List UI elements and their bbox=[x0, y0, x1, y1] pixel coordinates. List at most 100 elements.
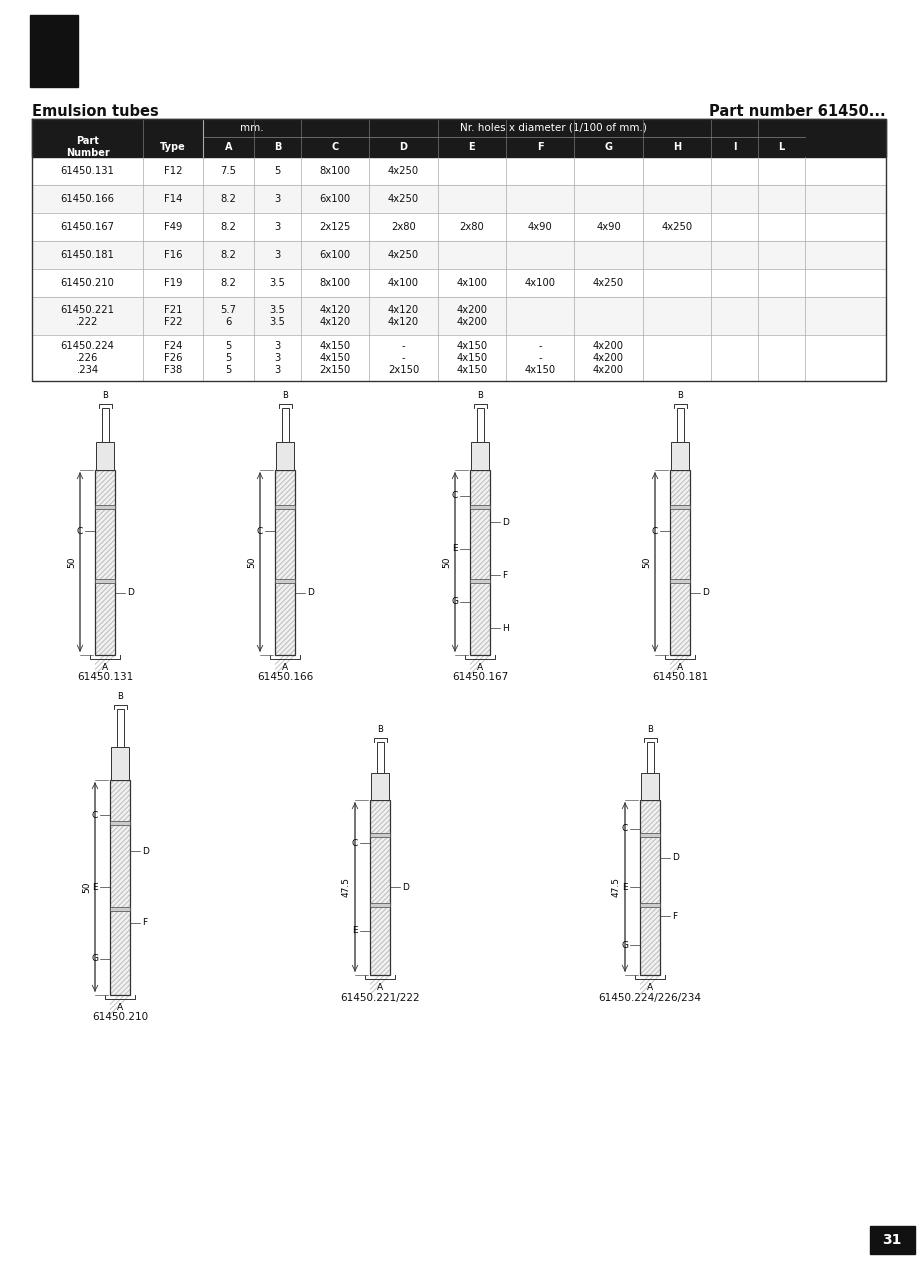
Bar bbox=[110, 820, 130, 824]
Text: 8x100: 8x100 bbox=[319, 278, 351, 288]
Text: F24
F26
F38: F24 F26 F38 bbox=[163, 342, 182, 375]
Text: 61450.166: 61450.166 bbox=[257, 673, 313, 683]
Text: D: D bbox=[702, 588, 709, 597]
Text: A: A bbox=[102, 664, 108, 673]
Bar bbox=[470, 505, 490, 509]
Text: D: D bbox=[307, 588, 314, 597]
Bar bbox=[276, 442, 294, 469]
Text: 5.7
6: 5.7 6 bbox=[220, 305, 237, 327]
Bar bbox=[32, 297, 886, 334]
Text: D: D bbox=[672, 853, 679, 862]
Bar bbox=[370, 902, 390, 906]
Text: L: L bbox=[778, 143, 785, 151]
Bar bbox=[275, 469, 295, 655]
Text: B: B bbox=[677, 391, 683, 400]
Bar bbox=[677, 409, 684, 442]
Bar bbox=[110, 906, 130, 910]
Bar bbox=[275, 469, 295, 655]
Text: 61450.131: 61450.131 bbox=[61, 167, 115, 175]
Bar bbox=[471, 442, 489, 469]
Text: D: D bbox=[127, 588, 134, 597]
Bar bbox=[640, 902, 660, 906]
Bar bbox=[476, 409, 484, 442]
Text: 4x100: 4x100 bbox=[388, 278, 419, 288]
Text: Part
Number: Part Number bbox=[65, 136, 109, 158]
Text: 47.5: 47.5 bbox=[612, 877, 621, 897]
Text: 8x100: 8x100 bbox=[319, 167, 351, 175]
Bar bbox=[670, 469, 690, 655]
Text: G: G bbox=[621, 941, 628, 950]
Text: E: E bbox=[453, 544, 458, 553]
Bar bbox=[95, 469, 115, 655]
Bar bbox=[30, 15, 78, 87]
Bar bbox=[95, 578, 115, 583]
Text: 3: 3 bbox=[274, 250, 281, 260]
Text: -
-
2x150: - - 2x150 bbox=[388, 342, 420, 375]
Text: Nr. holes x diameter (1/100 of mm.): Nr. holes x diameter (1/100 of mm.) bbox=[460, 122, 646, 133]
Text: 61450.181: 61450.181 bbox=[652, 673, 708, 683]
Text: 61450.224
.226
.234: 61450.224 .226 .234 bbox=[61, 342, 115, 375]
Text: A: A bbox=[477, 664, 483, 673]
Text: 8.2: 8.2 bbox=[220, 250, 236, 260]
Bar bbox=[32, 269, 886, 297]
Text: B: B bbox=[647, 724, 653, 733]
Text: C: C bbox=[452, 491, 458, 501]
Text: 5: 5 bbox=[274, 167, 281, 175]
Text: 5
5
5: 5 5 5 bbox=[225, 342, 231, 375]
Text: E: E bbox=[468, 143, 476, 151]
Text: E: E bbox=[353, 926, 358, 935]
Text: 4x100: 4x100 bbox=[524, 278, 555, 288]
Text: C: C bbox=[257, 526, 263, 535]
Text: 47.5: 47.5 bbox=[342, 877, 351, 897]
Bar bbox=[640, 833, 660, 837]
Bar bbox=[111, 747, 129, 780]
Text: 4x200
4x200: 4x200 4x200 bbox=[456, 305, 487, 327]
Text: F16: F16 bbox=[163, 250, 182, 260]
Text: A: A bbox=[377, 983, 383, 992]
Bar bbox=[95, 469, 115, 655]
Text: F19: F19 bbox=[163, 278, 182, 288]
Bar bbox=[282, 409, 288, 442]
Bar bbox=[370, 800, 390, 974]
Bar bbox=[370, 800, 390, 974]
Text: A: A bbox=[117, 1003, 123, 1012]
Text: Type: Type bbox=[160, 143, 185, 151]
Text: 4x250: 4x250 bbox=[388, 250, 419, 260]
Text: 3: 3 bbox=[274, 222, 281, 232]
Text: 4x120
4x120: 4x120 4x120 bbox=[319, 305, 351, 327]
Bar bbox=[670, 578, 690, 583]
Bar bbox=[32, 119, 886, 156]
Text: 8.2: 8.2 bbox=[220, 194, 236, 204]
Text: 6x100: 6x100 bbox=[319, 194, 351, 204]
Text: C: C bbox=[77, 526, 83, 535]
Bar bbox=[95, 505, 115, 509]
Text: H: H bbox=[502, 623, 509, 632]
Text: D: D bbox=[142, 847, 149, 856]
Text: D: D bbox=[399, 143, 408, 151]
Text: F: F bbox=[142, 919, 147, 928]
Text: G: G bbox=[604, 143, 612, 151]
Text: 61450.221
.222: 61450.221 .222 bbox=[61, 305, 115, 327]
Bar bbox=[670, 469, 690, 655]
Bar bbox=[117, 708, 124, 747]
Text: C: C bbox=[92, 810, 98, 820]
Text: C: C bbox=[331, 143, 339, 151]
Bar bbox=[670, 505, 690, 509]
Text: D: D bbox=[402, 882, 409, 891]
Text: 61450.131: 61450.131 bbox=[77, 673, 133, 683]
Text: 4x200
4x200
4x200: 4x200 4x200 4x200 bbox=[593, 342, 624, 375]
Text: 7.5: 7.5 bbox=[220, 167, 237, 175]
Text: G: G bbox=[451, 597, 458, 606]
Text: B: B bbox=[118, 692, 123, 700]
Bar bbox=[110, 780, 130, 994]
Text: E: E bbox=[93, 882, 98, 891]
Text: B: B bbox=[102, 391, 108, 400]
Bar bbox=[275, 505, 295, 509]
Text: 4x250: 4x250 bbox=[593, 278, 624, 288]
Text: B: B bbox=[377, 724, 383, 733]
Text: A: A bbox=[647, 983, 653, 992]
Text: C: C bbox=[621, 824, 628, 833]
Text: B: B bbox=[477, 391, 483, 400]
Text: Emulsion tubes: Emulsion tubes bbox=[32, 103, 159, 119]
Bar bbox=[870, 1225, 915, 1254]
